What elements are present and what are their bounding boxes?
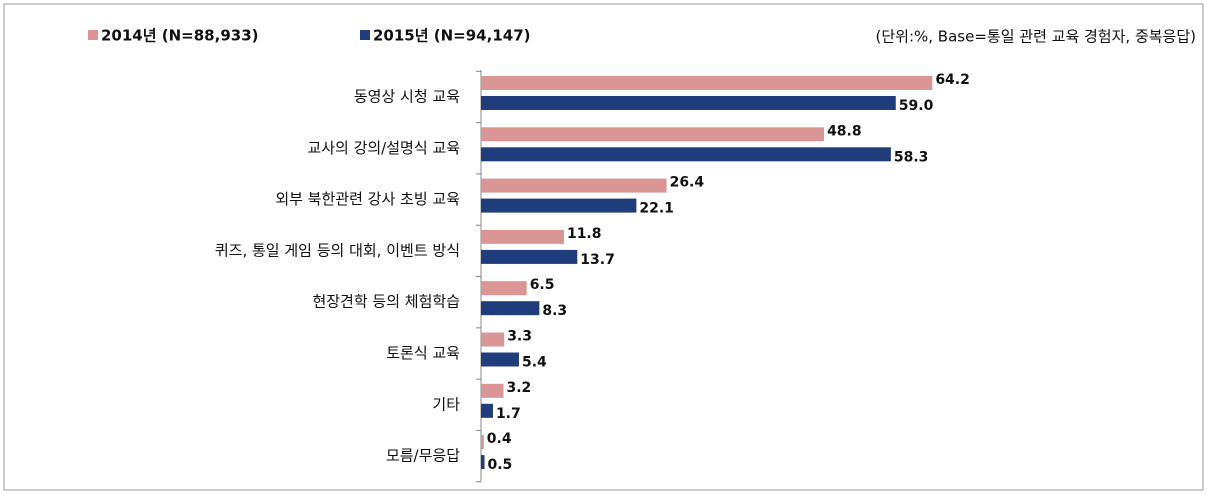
value-label: 22.1 [639, 201, 674, 217]
y-tick-label: 교사의 강의/설명식 교육 [307, 139, 460, 157]
legend-swatch [88, 30, 98, 40]
legend-label: 2015년 (N=94,147) [373, 27, 531, 45]
value-label: 0.5 [488, 457, 513, 473]
bar [481, 435, 484, 450]
value-label: 8.3 [542, 303, 567, 319]
bar [481, 127, 825, 142]
y-tick-label: 동영상 시청 교육 [354, 88, 460, 106]
value-label: 6.5 [530, 277, 555, 293]
annotation: (단위:%, Base=통일 관련 교육 경험자, 중복응답) [876, 28, 1196, 46]
value-label: 59.0 [899, 98, 934, 114]
y-tick-label: 토론식 교육 [386, 344, 460, 362]
value-label: 0.4 [487, 431, 512, 447]
value-label: 48.8 [827, 123, 862, 139]
bar [481, 301, 540, 316]
bar [481, 352, 519, 367]
bar [481, 281, 527, 296]
value-label: 64.2 [935, 72, 970, 88]
bar [481, 198, 637, 213]
value-label: 13.7 [580, 252, 615, 268]
bar [481, 147, 891, 162]
bar [481, 178, 667, 193]
bar [481, 455, 485, 470]
value-label: 5.4 [522, 355, 547, 371]
legend-label: 2014년 (N=88,933) [101, 27, 259, 45]
chart-border [3, 3, 1204, 491]
y-tick-label: 현장견학 등의 체험학습 [312, 293, 460, 311]
y-tick-label: 기타 [432, 395, 460, 413]
value-label: 26.4 [670, 175, 705, 191]
value-label: 11.8 [567, 226, 602, 242]
value-label: 3.3 [507, 329, 532, 345]
bar [481, 332, 505, 347]
value-label: 1.7 [496, 406, 521, 422]
bar [481, 249, 578, 264]
y-tick-label: 퀴즈, 통일 게임 등의 대회, 이벤트 방식 [215, 241, 460, 259]
bar [481, 229, 564, 244]
y-tick-label: 외부 북한관련 강사 초빙 교육 [275, 190, 460, 208]
value-label: 3.2 [506, 380, 531, 396]
bar [481, 76, 933, 90]
bar [481, 403, 493, 418]
legend-swatch [360, 30, 370, 40]
y-tick-label: 모름/무응답 [386, 447, 460, 465]
bar [481, 383, 504, 398]
value-label: 58.3 [894, 149, 929, 165]
bar [481, 96, 896, 110]
